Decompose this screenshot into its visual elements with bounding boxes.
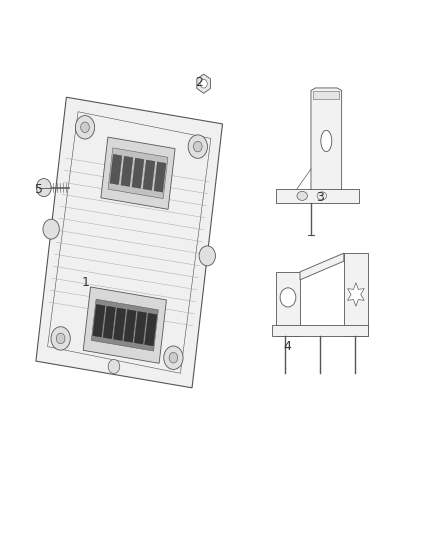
Polygon shape — [197, 74, 211, 93]
Polygon shape — [134, 311, 147, 344]
Circle shape — [164, 346, 183, 369]
Circle shape — [75, 116, 95, 139]
Polygon shape — [311, 88, 342, 203]
Polygon shape — [108, 148, 168, 199]
Polygon shape — [132, 158, 144, 188]
Polygon shape — [347, 282, 364, 306]
Ellipse shape — [297, 191, 307, 200]
Circle shape — [81, 122, 89, 133]
Text: 1: 1 — [81, 276, 89, 289]
Polygon shape — [92, 299, 158, 351]
Polygon shape — [145, 313, 157, 346]
Circle shape — [57, 333, 65, 344]
Polygon shape — [110, 154, 122, 184]
Text: 3: 3 — [316, 191, 324, 204]
Circle shape — [280, 288, 296, 307]
Circle shape — [194, 141, 202, 152]
Polygon shape — [143, 160, 155, 190]
Ellipse shape — [321, 130, 332, 152]
Circle shape — [200, 79, 207, 88]
Polygon shape — [344, 253, 368, 336]
Polygon shape — [103, 306, 116, 339]
Polygon shape — [101, 137, 175, 209]
Text: 5: 5 — [35, 183, 43, 196]
Circle shape — [188, 135, 208, 158]
Polygon shape — [83, 287, 166, 364]
Ellipse shape — [317, 192, 327, 200]
Circle shape — [43, 219, 59, 239]
Polygon shape — [93, 304, 105, 337]
Circle shape — [169, 352, 178, 363]
Circle shape — [108, 359, 120, 374]
Circle shape — [199, 246, 215, 266]
Polygon shape — [276, 272, 300, 336]
Polygon shape — [121, 156, 133, 187]
Polygon shape — [36, 97, 223, 388]
Bar — [272, 325, 368, 336]
Text: 4: 4 — [283, 340, 291, 353]
Polygon shape — [154, 162, 166, 192]
Polygon shape — [300, 253, 344, 280]
Circle shape — [36, 179, 51, 197]
Polygon shape — [113, 308, 126, 341]
Circle shape — [51, 327, 70, 350]
Polygon shape — [124, 310, 136, 342]
Text: 2: 2 — [195, 76, 203, 89]
Bar — [313, 91, 339, 99]
Bar — [276, 189, 359, 203]
